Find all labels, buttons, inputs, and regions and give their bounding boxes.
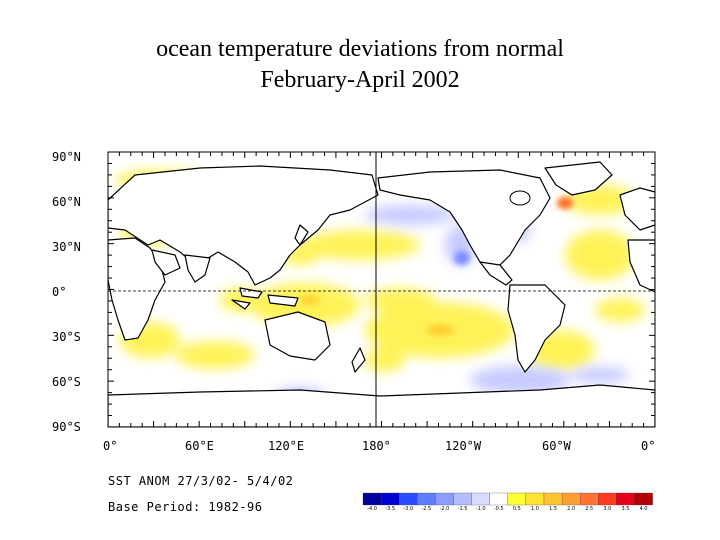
lat-label: 60°S (52, 375, 81, 389)
colorbar-swatch (561, 492, 581, 506)
colorbar-swatch (616, 492, 635, 506)
colorbar-swatch (417, 492, 436, 506)
lat-label: 30°N (52, 240, 81, 254)
colorbar-swatch (399, 492, 418, 506)
colorbar-label: -2.5 (421, 506, 431, 512)
anomaly-field (108, 152, 655, 427)
colorbar-swatch (362, 492, 382, 506)
colorbar-swatch (525, 492, 545, 506)
colorbar-label: 1.0 (531, 506, 539, 512)
lon-label: 0° (641, 439, 656, 453)
colorbar-swatch (634, 492, 653, 506)
colorbar-swatch (543, 492, 563, 506)
coastlines (108, 161, 655, 427)
lat-label: 60°N (52, 195, 81, 209)
colorbar-label: 0.5 (513, 506, 521, 512)
colorbar-swatch (380, 492, 400, 506)
colorbar: -4.0 -3.5 -3.0 -2.5 -2.0 -1.5 -1.0 -0.5 0.5 1.0 1.… (362, 492, 653, 512)
colorbar-swatch (598, 492, 617, 506)
lon-label: 180° (362, 439, 391, 453)
colorbar-label: 3.5 (621, 506, 629, 512)
lat-label: 0° (52, 285, 67, 299)
colorbar-swatch (435, 492, 454, 506)
colorbar-swatch (453, 492, 472, 506)
lon-label: 0° (103, 439, 118, 453)
lon-label: 60°E (185, 439, 214, 453)
lon-label: 120°E (268, 439, 305, 453)
colorbar-label: -1.0 (476, 506, 486, 512)
colorbar-label: -4.0 (367, 506, 377, 512)
lat-label: 90°N (52, 150, 81, 164)
base-period-label: Base Period: 1982-96 (108, 500, 263, 514)
lon-label: 120°W (445, 439, 482, 453)
colorbar-label: 3.0 (603, 506, 611, 512)
colorbar-label: -3.5 (385, 506, 395, 512)
map-frame (107, 151, 656, 428)
colorbar-swatch (471, 492, 490, 506)
colorbar-swatch (580, 492, 599, 506)
colorbar-label: -0.5 (494, 506, 504, 512)
colorbar-label: -3.0 (403, 506, 413, 512)
map-title-line-1: ocean temperature deviations from normal (156, 36, 564, 62)
map-title-line-2: February-April 2002 (260, 67, 460, 93)
colorbar-swatch (489, 492, 508, 506)
anomaly-period-label: SST ANOM 27/3/02- 5/4/02 (108, 474, 294, 488)
colorbar-label: -1.5 (458, 506, 468, 512)
colorbar-label: 1.5 (549, 506, 557, 512)
colorbar-label: 4.0 (640, 506, 648, 512)
colorbar-label: 2.0 (567, 506, 575, 512)
colorbar-label: -2.0 (440, 506, 450, 512)
lat-label: 90°S (52, 420, 81, 434)
lat-label: 30°S (52, 330, 81, 344)
lon-label: 60°W (542, 439, 571, 453)
colorbar-label: 2.5 (585, 506, 593, 512)
colorbar-swatch (507, 492, 527, 506)
